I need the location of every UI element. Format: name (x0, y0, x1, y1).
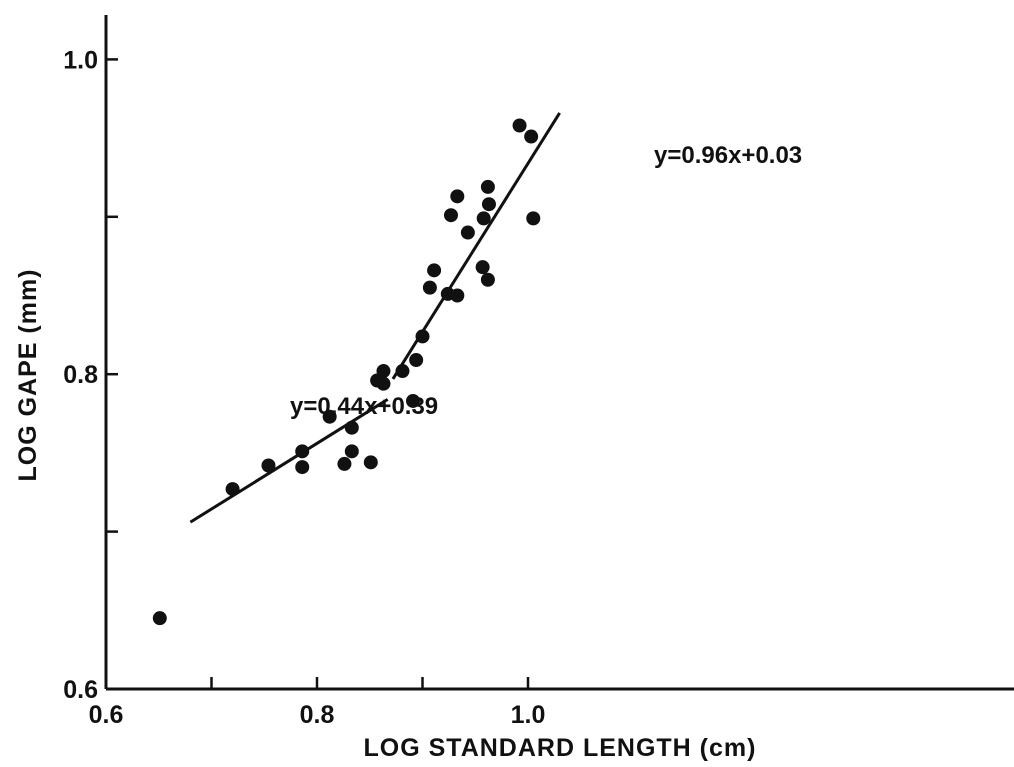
x-tick-label: 1.0 (511, 701, 546, 729)
data-point (415, 329, 430, 344)
x-tick-label: 0.8 (300, 701, 335, 729)
data-point (460, 225, 475, 240)
data-point (363, 455, 378, 470)
data-point (443, 208, 458, 223)
data-point (481, 197, 496, 212)
data-point (524, 129, 539, 144)
fit-annotation-upper: y=0.96x+0.03 (654, 142, 802, 169)
data-points (152, 118, 541, 626)
data-point (475, 260, 490, 275)
data-point (376, 364, 391, 379)
y-axis-title: LOG GAPE (mm) (14, 268, 42, 481)
data-point (337, 456, 352, 471)
data-point (480, 272, 495, 287)
data-point (322, 409, 337, 424)
data-point (409, 353, 424, 368)
data-point (344, 420, 359, 435)
data-point (295, 460, 310, 475)
data-point (476, 211, 491, 226)
y-tick-label: 0.8 (63, 361, 98, 389)
data-point (450, 189, 465, 204)
x-axis-title: LOG STANDARD LENGTH (cm) (364, 734, 757, 762)
data-point (225, 482, 240, 497)
fit-annotation-lower: y=0.44x+0.39 (290, 393, 438, 420)
data-point (427, 263, 442, 278)
y-tick-label: 1.0 (63, 46, 98, 74)
data-point (295, 444, 310, 459)
data-point (526, 211, 541, 226)
data-point (422, 280, 437, 295)
axis-ticks: 0.6 0.8 1.0 0.6 0.8 1.0 (63, 46, 545, 729)
data-point (344, 444, 359, 459)
data-point (261, 458, 276, 473)
x-tick-label: 0.6 (89, 701, 124, 729)
data-point (395, 364, 410, 379)
data-point (152, 611, 167, 626)
data-point (512, 118, 527, 133)
data-point (480, 179, 495, 194)
data-point (376, 376, 391, 391)
fit-line-lower (189, 398, 389, 524)
data-point (450, 288, 465, 303)
y-tick-label: 0.6 (63, 676, 98, 704)
axes (104, 15, 1014, 691)
data-point (406, 393, 421, 408)
